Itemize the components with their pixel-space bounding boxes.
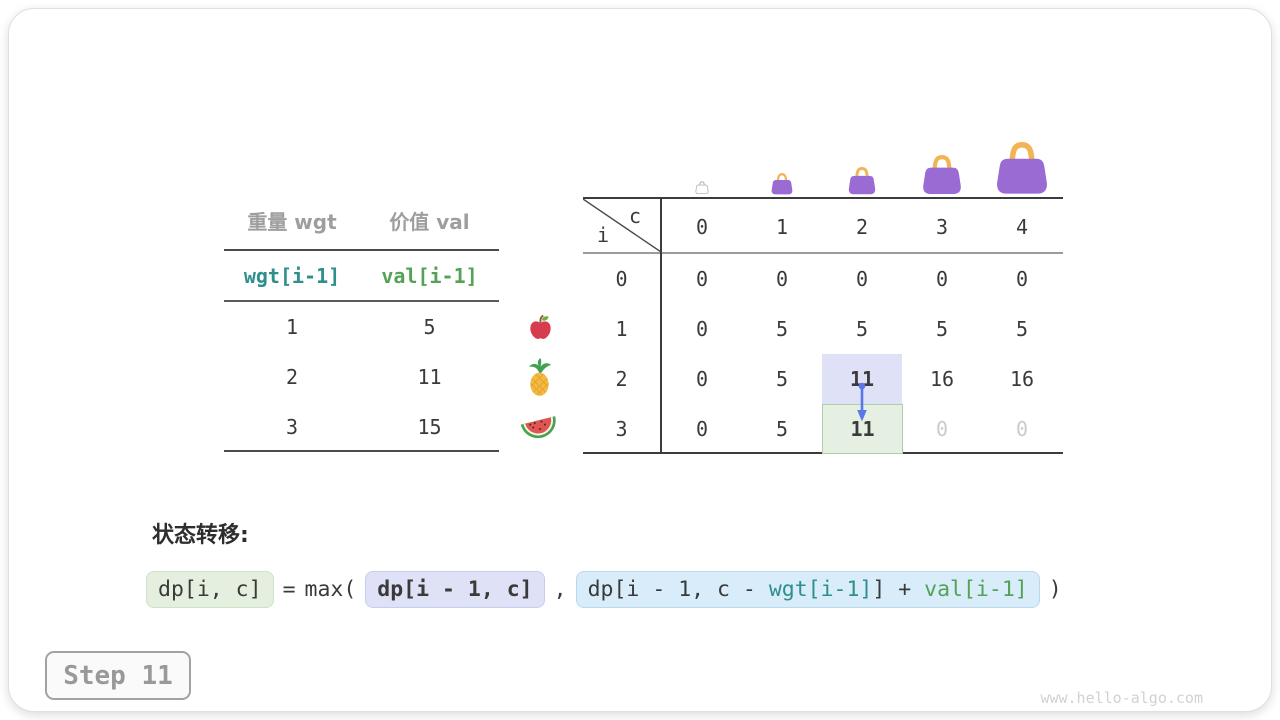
items-table-mid-rule (224, 300, 499, 302)
dp-row-header-1: 1 (615, 317, 628, 341)
dp-cell-0-0: 0 (695, 267, 709, 291)
dp-cell-2-0: 0 (695, 367, 709, 391)
formula-close-paren: ) (1048, 576, 1062, 602)
bag-size-1-icon (771, 173, 793, 195)
dp-cell-0-4: 0 (1015, 267, 1029, 291)
items-table-bottom-rule (224, 450, 499, 452)
formula-arg1: dp[i - 1, c] (365, 570, 545, 608)
dp-cell-1-4: 5 (1015, 317, 1029, 341)
formula-arg2-val: val[i-1] (924, 576, 1028, 602)
dp-cell-1-0: 0 (695, 317, 709, 341)
items-var-wgt: wgt[i-1] (243, 264, 341, 288)
item-row-3-value: 15 (417, 415, 442, 439)
transition-arrow-icon (857, 382, 867, 422)
dp-cell-0-3: 0 (935, 267, 949, 291)
dp-col-header-0: 0 (695, 215, 709, 239)
formula-arg2-wgt: wgt[i-1] (768, 576, 873, 602)
items-var-val: val[i-1] (381, 264, 478, 288)
formula-arg2-prefix: dp[i - 1, c - (587, 576, 769, 602)
dp-cell-0-1: 0 (775, 267, 789, 291)
item-row-3-weight: 3 (285, 415, 299, 439)
dp-row-header-2: 2 (615, 367, 628, 391)
watermelon-icon (520, 416, 556, 439)
formula-arg2-bridge: ] + (872, 576, 925, 602)
formula-lhs: dp[i, c] (146, 570, 274, 608)
dp-corner-row-label: i (597, 223, 610, 247)
dp-cell-3-3: 0 (935, 417, 949, 441)
dp-cell-2-3: 16 (929, 367, 955, 391)
watermark: www.hello-algo.com (1040, 689, 1203, 707)
dp-table-vertical-rule (660, 197, 662, 454)
pineapple-icon (528, 358, 552, 396)
bag-size-4-icon (997, 142, 1047, 194)
dp-table-top-rule (583, 197, 1063, 199)
dp-cell-3-1: 5 (775, 417, 789, 441)
apple-icon (530, 315, 551, 339)
bag-size-3-icon (923, 155, 961, 194)
bag-size-2-icon (848, 167, 876, 195)
formula-equals: = (282, 576, 296, 602)
items-col-header-value: 价值 val (389, 209, 470, 234)
dp-col-header-2: 2 (855, 215, 869, 239)
dp-table-header-rule (583, 252, 1063, 254)
dp-cell-1-1: 5 (775, 317, 789, 341)
dp-cell-1-2: 5 (855, 317, 869, 341)
dp-cell-2-1: 5 (775, 367, 789, 391)
step-badge-label: Step 11 (63, 660, 173, 691)
transition-formula: dp[i, c] = max( dp[i - 1, c] , dp[i - 1,… (146, 567, 1062, 611)
figure-card: 重量 wgt 价值 val wgt[i-1] val[i-1] 1 5 2 11… (8, 8, 1272, 712)
item-row-1-value: 5 (423, 315, 436, 339)
dp-cell-3-0: 0 (695, 417, 709, 441)
dp-corner-diagonal (583, 199, 661, 252)
formula-comma: , (553, 576, 567, 602)
bag-empty-icon (695, 181, 709, 194)
dp-row-header-3: 3 (615, 417, 628, 441)
dp-col-header-3: 3 (935, 215, 949, 239)
dp-corner-col-label: c (629, 204, 642, 228)
item-row-1-weight: 1 (285, 315, 299, 339)
dp-row-header-0: 0 (615, 267, 628, 291)
dp-cell-1-3: 5 (935, 317, 949, 341)
transition-heading: 状态转移: (152, 523, 249, 548)
step-badge: Step 11 (45, 651, 191, 700)
items-table-top-rule (224, 249, 499, 251)
dp-cell-2-4: 16 (1009, 367, 1035, 391)
formula-arg2: dp[i - 1, c - wgt[i-1]] + val[i-1] (575, 570, 1040, 608)
items-col-header-weight: 重量 wgt (247, 209, 337, 234)
dp-col-header-4: 4 (1015, 215, 1029, 239)
formula-max-open: max( (304, 576, 357, 602)
dp-col-header-1: 1 (775, 215, 789, 239)
dp-cell-3-4: 0 (1015, 417, 1029, 441)
item-row-2-weight: 2 (285, 365, 299, 389)
item-row-2-value: 11 (417, 365, 442, 389)
dp-cell-0-2: 0 (855, 267, 869, 291)
